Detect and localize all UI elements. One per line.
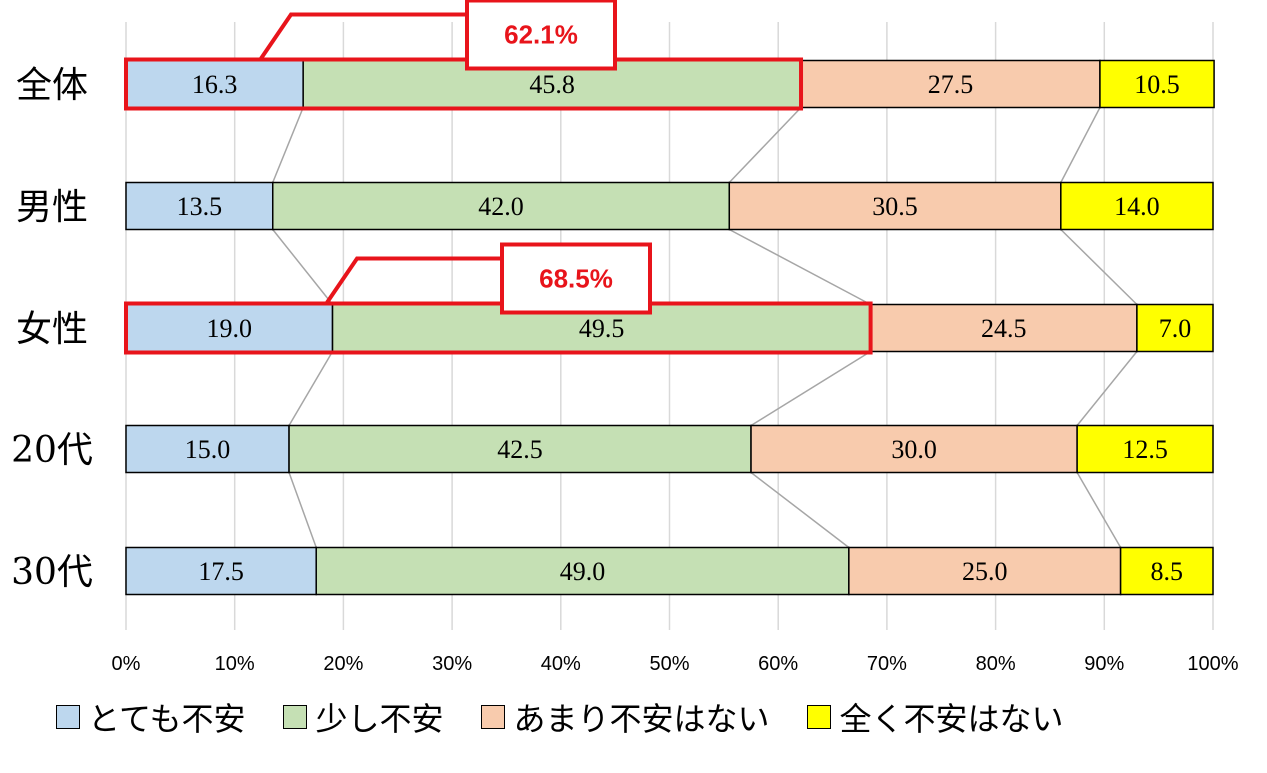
- bar-segment: [1099, 59, 1215, 109]
- series-connector-line: [728, 228, 871, 306]
- legend-swatch: [56, 705, 80, 729]
- data-label: 8.5: [1151, 557, 1184, 586]
- category-label: 男性: [16, 187, 88, 228]
- data-label: 16.3: [192, 70, 238, 99]
- series-connector-line: [272, 107, 304, 183]
- bar-segment: [288, 424, 752, 474]
- bar-segment: [271, 181, 731, 231]
- legend-swatch: [807, 705, 832, 729]
- bar-segment: [125, 59, 304, 109]
- callout-label: 62.1%: [504, 20, 578, 50]
- legend-item: あまり不安はない: [481, 694, 769, 740]
- x-tick-label: 50%: [649, 653, 689, 675]
- series-connector-line: [1060, 228, 1138, 306]
- data-label: 49.5: [579, 314, 625, 343]
- legend-label: 全く不安はない: [839, 700, 1064, 738]
- bar-segment: [750, 424, 1078, 474]
- x-tick-label: 20%: [323, 653, 363, 675]
- series-connector-line: [272, 229, 334, 305]
- data-label: 17.5: [198, 557, 244, 586]
- data-label: 24.5: [981, 314, 1027, 343]
- bar-segment: [1119, 546, 1214, 596]
- highlight-box: [124, 301, 873, 355]
- legend-item: とても不安: [56, 694, 245, 740]
- callout-leader-line: [259, 12, 467, 60]
- series-connector-line: [728, 106, 802, 184]
- series-connector-line: [1076, 472, 1122, 548]
- data-label: 12.5: [1122, 435, 1168, 464]
- x-tick-label: 90%: [1084, 653, 1124, 675]
- data-label: 19.0: [207, 314, 253, 343]
- bar-segment: [125, 424, 290, 474]
- bar-segment: [125, 303, 334, 353]
- data-label: 30.5: [872, 192, 918, 221]
- legend-label: とても不安: [88, 700, 246, 738]
- x-tick-label: 40%: [541, 653, 581, 675]
- bar-segment: [1060, 181, 1214, 231]
- bar-segment: [848, 546, 1122, 596]
- legend-item: 全く不安はない: [807, 694, 1064, 740]
- data-label: 13.5: [177, 192, 223, 221]
- data-label: 7.0: [1159, 314, 1192, 343]
- category-label: 30代: [11, 552, 93, 593]
- data-label: 42.5: [497, 435, 543, 464]
- highlight-box: [124, 57, 804, 111]
- bar-segment: [125, 546, 317, 596]
- x-tick-label: 70%: [867, 653, 907, 675]
- x-tick-label: 80%: [976, 653, 1016, 675]
- legend-label: あまり不安はない: [513, 700, 770, 738]
- data-label: 27.5: [928, 70, 974, 99]
- data-label: 14.0: [1114, 192, 1160, 221]
- data-label: 10.5: [1134, 70, 1180, 99]
- legend-swatch: [283, 705, 308, 729]
- series-connector-line: [750, 350, 871, 427]
- legend-swatch: [481, 705, 506, 729]
- legend-label: 少し不安: [315, 700, 444, 738]
- bar-segment: [1076, 424, 1214, 474]
- bar-segment: [1136, 303, 1214, 353]
- legend-item: 少し不安: [283, 694, 443, 740]
- x-tick-label: 30%: [432, 653, 472, 675]
- x-tick-label: 60%: [758, 653, 798, 675]
- data-label: 42.0: [478, 192, 524, 221]
- callout-box: [500, 242, 652, 315]
- bar-segment: [125, 181, 274, 231]
- callout-box: [465, 0, 617, 71]
- category-label: 全体: [16, 65, 88, 106]
- x-tick-label: 10%: [215, 653, 255, 675]
- data-label: 30.0: [891, 435, 937, 464]
- callout-label: 68.5%: [539, 264, 613, 294]
- bar-segment: [728, 181, 1062, 231]
- data-label: 45.8: [529, 70, 575, 99]
- stacked-bar-chart: 16.3 45.8 27.5 10.5 全体 13.5 42.0 30.5 14.0 男性 19.0…: [11, 0, 1239, 675]
- callout-leader-line: [325, 256, 502, 304]
- series-connector-line: [1060, 107, 1101, 183]
- data-label: 15.0: [185, 435, 231, 464]
- series-connector-line: [288, 351, 334, 426]
- legend: とても不安 少し不安 あまり不安はない 全く不安はない: [56, 694, 1064, 740]
- series-connector-line: [750, 471, 850, 549]
- series-connector-line: [1076, 351, 1138, 426]
- data-label: 49.0: [560, 557, 606, 586]
- bar-segment: [315, 546, 850, 596]
- x-tick-label: 100%: [1187, 653, 1238, 675]
- category-label: 20代: [11, 430, 93, 471]
- category-label: 女性: [16, 309, 88, 350]
- data-label: 25.0: [962, 557, 1008, 586]
- x-tick-label: 0%: [112, 653, 141, 675]
- series-connector-line: [288, 472, 317, 548]
